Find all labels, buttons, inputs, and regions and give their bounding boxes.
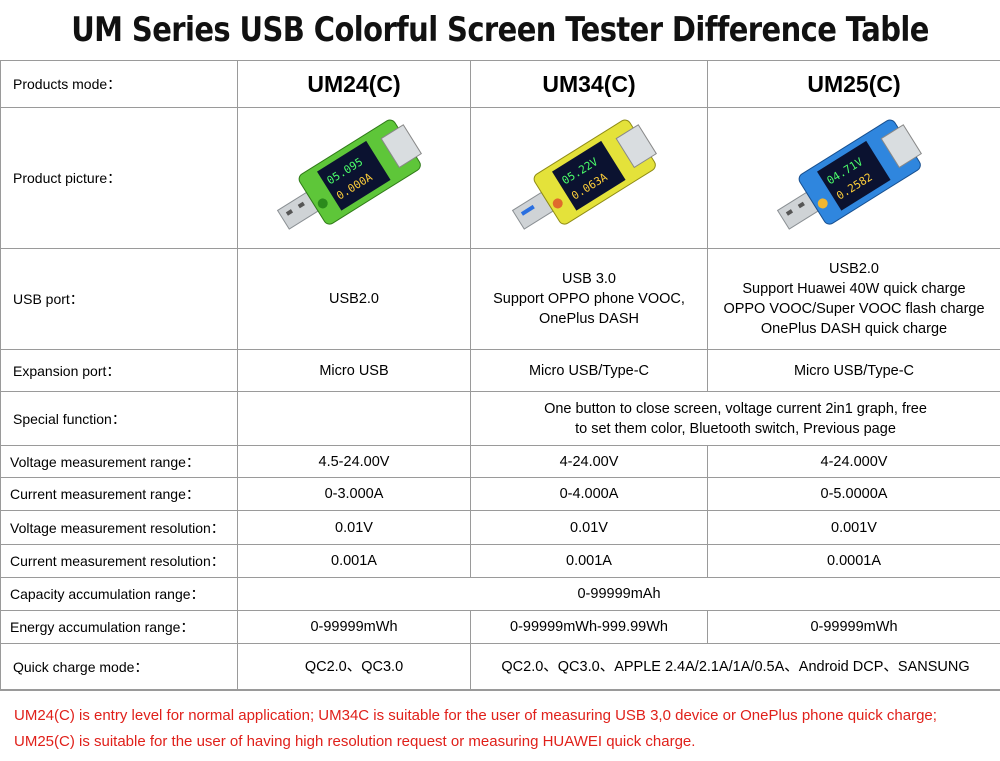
label-products-mode: Products mode： (0, 60, 238, 108)
special-line: to set them color, Bluetooth switch, Pre… (575, 420, 896, 437)
row-special-function: Special function： One button to close sc… (0, 391, 1000, 446)
label-capacity-range: Capacity accumulation range： (0, 577, 238, 611)
label-quick-charge: Quick charge mode： (0, 643, 238, 691)
um34-usb-plug: 05.22V 0.063A (511, 119, 658, 230)
cres-um24: 0.001A (237, 544, 471, 578)
usb-um25-line: Support Huawei 40W quick charge (742, 281, 966, 297)
expansion-um25: Micro USB/Type-C (707, 349, 1000, 392)
um25-device-image: 04.71V 0.2582 (776, 119, 923, 230)
um34-device-image: 05.22V 0.063A (511, 119, 658, 230)
crange-um24: 0-3.000A (237, 477, 471, 511)
vres-um24: 0.01V (237, 510, 471, 545)
picture-um24-cell: 05.095 0.000A (237, 107, 471, 249)
label-usb-port: USB port： (0, 248, 238, 350)
usb-um34-line: USB 3.0 (562, 271, 616, 287)
special-um24 (237, 391, 471, 446)
usb-um34: USB 3.0 Support OPPO phone VOOC, OnePlus… (470, 248, 708, 350)
label-expansion-port: Expansion port： (0, 349, 238, 392)
row-energy-range: Energy accumulation range： 0-99999mWh 0-… (0, 610, 1000, 644)
row-product-picture: Product picture： 05.095 0.000A (0, 107, 1000, 249)
footnote-line-1: UM24(C) is entry level for normal applic… (14, 707, 937, 724)
label-voltage-range: Voltage measurement range： (0, 445, 238, 478)
crange-um25: 0-5.0000A (707, 477, 1000, 511)
um25-usb-plug: 04.71V 0.2582 (776, 119, 923, 230)
energy-um25: 0-99999mWh (707, 610, 1000, 644)
header-um24: UM24(C) (237, 60, 471, 108)
label-current-range: Current measurement range： (0, 477, 238, 511)
usb-um24: USB2.0 (237, 248, 471, 350)
vrange-um24: 4.5-24.00V (237, 445, 471, 478)
vrange-um25: 4-24.000V (707, 445, 1000, 478)
label-special-function: Special function： (0, 391, 238, 446)
row-current-range: Current measurement range： 0-3.000A 0-4.… (0, 477, 1000, 511)
capacity-all: 0-99999mAh (237, 577, 1000, 611)
usb-um25-line: OPPO VOOC/Super VOOC flash charge (723, 301, 985, 317)
cres-um25: 0.0001A (707, 544, 1000, 578)
vrange-um34: 4-24.00V (470, 445, 708, 478)
picture-um34-cell: 05.22V 0.063A (470, 107, 708, 249)
row-capacity-range: Capacity accumulation range： 0-99999mAh (0, 577, 1000, 611)
um24-device-image: 05.095 0.000A (276, 119, 423, 230)
picture-um25-cell: 04.71V 0.2582 (707, 107, 1000, 249)
energy-um24: 0-99999mWh (237, 610, 471, 644)
expansion-um34: Micro USB/Type-C (470, 349, 708, 392)
quick-um24: QC2.0、QC3.0 (237, 643, 471, 691)
row-current-resolution: Current measurement resolution： 0.001A 0… (0, 544, 1000, 578)
row-expansion-port: Expansion port： Micro USB Micro USB/Type… (0, 349, 1000, 392)
row-quick-charge: Quick charge mode： QC2.0、QC3.0 QC2.0、QC3… (0, 643, 1000, 691)
um24-usb-plug: 05.095 0.000A (276, 119, 423, 230)
vres-um34: 0.01V (470, 510, 708, 545)
crange-um34: 0-4.000A (470, 477, 708, 511)
page-title: UM Series USB Colorful Screen Tester Dif… (71, 8, 929, 50)
row-usb-port: USB port： USB2.0 USB 3.0 Support OPPO ph… (0, 248, 1000, 350)
energy-um34: 0-99999mWh-999.99Wh (470, 610, 708, 644)
label-current-resolution: Current measurement resolution： (0, 544, 238, 578)
footnote: UM24(C) is entry level for normal applic… (0, 689, 1000, 761)
label-product-picture: Product picture： (0, 107, 238, 249)
header-um34: UM34(C) (470, 60, 708, 108)
usb-um34-line: Support OPPO phone VOOC, (493, 291, 685, 307)
special-line: One button to close screen, voltage curr… (544, 400, 927, 417)
expansion-um24: Micro USB (237, 349, 471, 392)
comparison-table: Products mode： UM24(C) UM34(C) UM25(C) P… (0, 60, 1000, 691)
usb-um25-line: OnePlus DASH quick charge (760, 321, 948, 337)
label-energy-range: Energy accumulation range： (0, 610, 238, 644)
row-voltage-range: Voltage measurement range： 4.5-24.00V 4-… (0, 445, 1000, 478)
row-voltage-resolution: Voltage measurement resolution： 0.01V 0.… (0, 510, 1000, 545)
header-um25: UM25(C) (707, 60, 1000, 108)
cres-um34: 0.001A (470, 544, 708, 578)
usb-um34-line: OnePlus DASH (539, 311, 639, 327)
quick-shared: QC2.0、QC3.0、APPLE 2.4A/2.1A/1A/0.5A、Andr… (470, 643, 1000, 691)
special-shared: One button to close screen, voltage curr… (470, 391, 1000, 446)
label-voltage-resolution: Voltage measurement resolution： (0, 510, 238, 545)
footnote-line-2: UM25(C) is suitable for the user of havi… (14, 733, 696, 750)
usb-um25-line: USB2.0 (829, 261, 879, 277)
vres-um25: 0.001V (707, 510, 1000, 545)
row-products-mode: Products mode： UM24(C) UM34(C) UM25(C) (0, 60, 1000, 108)
usb-um25: USB2.0 Support Huawei 40W quick charge O… (707, 248, 1000, 350)
